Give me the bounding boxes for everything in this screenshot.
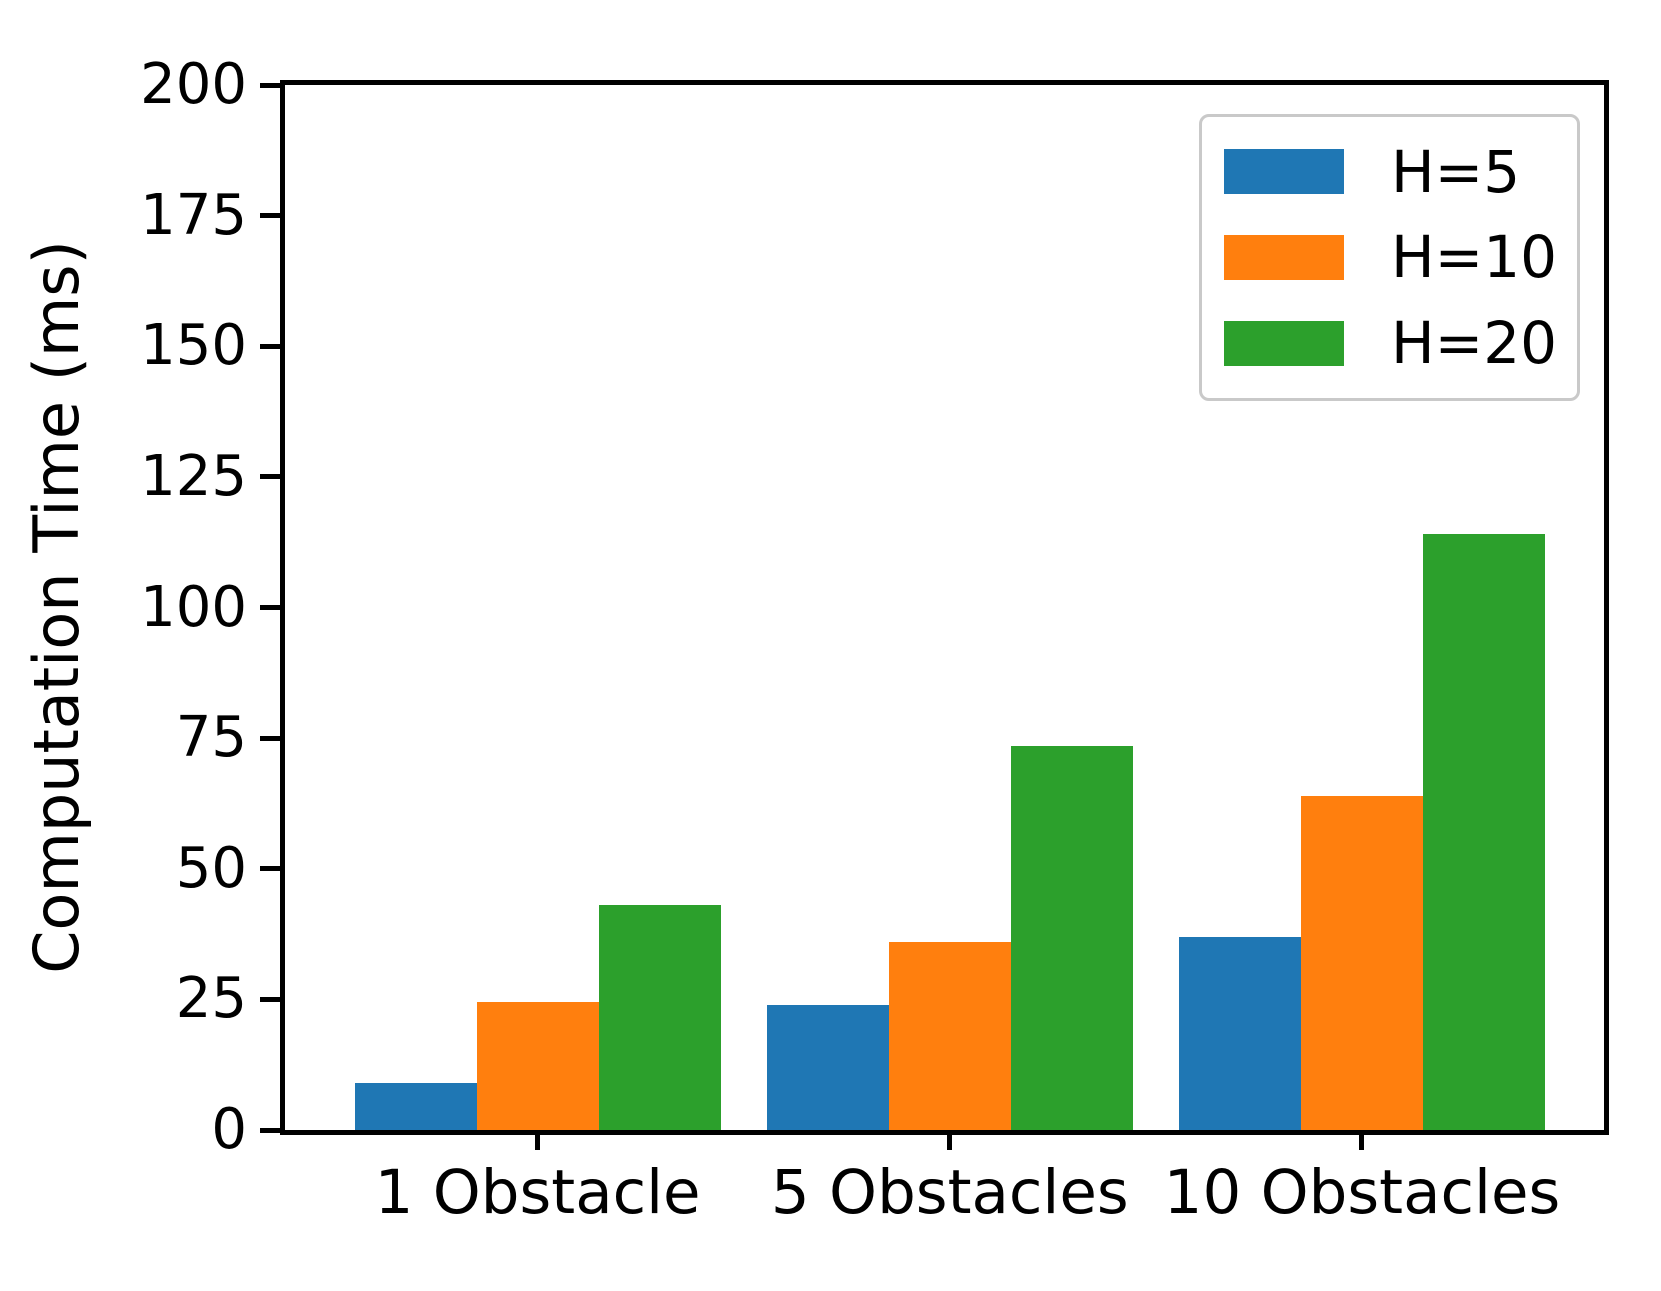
- bar-H=5-5-obstacles: [766, 1004, 889, 1130]
- y-axis-line: [280, 80, 285, 1135]
- legend-swatch-H=5: [1224, 149, 1344, 195]
- bar-H=10-10-obstacles: [1300, 795, 1423, 1130]
- legend-row: H=10: [1202, 228, 1577, 286]
- x-tick-label: 10 Obstacles: [1163, 1157, 1561, 1228]
- y-tick-label: 175: [140, 182, 247, 248]
- y-axis-label: Computation Time (ms): [20, 240, 93, 974]
- bar-H=20-10-obstacles: [1422, 534, 1545, 1130]
- right-spine: [1604, 80, 1609, 1135]
- y-tick-mark: [260, 605, 280, 610]
- x-axis-line: [280, 1130, 1609, 1135]
- legend-row: H=20: [1202, 314, 1577, 372]
- bar-H=10-1-obstacle: [476, 1002, 599, 1130]
- bar-H=20-5-obstacles: [1010, 745, 1133, 1130]
- top-spine: [280, 80, 1609, 85]
- x-tick-label: 1 Obstacle: [374, 1157, 701, 1228]
- bar-H=10-5-obstacles: [888, 941, 1011, 1130]
- y-tick-label: 100: [140, 574, 247, 640]
- x-tick-mark: [947, 1130, 953, 1150]
- y-tick-mark: [260, 474, 280, 480]
- legend-swatch-H=20: [1224, 320, 1344, 366]
- y-tick-label: 25: [175, 966, 247, 1032]
- x-tick-label: 5 Obstacles: [770, 1157, 1129, 1228]
- bar-H=5-1-obstacle: [354, 1082, 477, 1130]
- y-tick-mark: [260, 343, 280, 349]
- legend-swatch-H=10: [1224, 234, 1344, 280]
- plot-area: 0 25 50 75 100 125 150 175 200 1 Obstacle 5 Obsta…: [140, 57, 1609, 1223]
- y-tick-label: 75: [175, 705, 247, 771]
- x-tick-mark: [1359, 1130, 1365, 1150]
- y-tick-mark: [260, 866, 280, 872]
- legend-label: H=10: [1391, 223, 1558, 292]
- x-tick-mark: [535, 1130, 541, 1150]
- y-tick-mark: [260, 996, 280, 1002]
- legend-label: H=5: [1391, 137, 1521, 206]
- y-tick-label: 50: [175, 835, 247, 901]
- legend-row: H=5: [1202, 143, 1577, 201]
- y-tick-mark: [260, 82, 280, 88]
- legend-label: H=20: [1391, 309, 1558, 378]
- bar-H=20-1-obstacle: [598, 905, 721, 1130]
- bar-H=5-10-obstacles: [1178, 936, 1301, 1130]
- y-tick-label: 200: [140, 52, 247, 117]
- y-tick-label: 150: [140, 313, 247, 379]
- y-tick-label: 125: [140, 443, 247, 509]
- y-tick-mark: [260, 213, 280, 219]
- y-tick-label: 0: [211, 1097, 247, 1162]
- legend: H=5 H=10 H=20: [1199, 114, 1580, 401]
- y-tick-mark: [260, 1127, 280, 1133]
- y-tick-mark: [260, 735, 280, 741]
